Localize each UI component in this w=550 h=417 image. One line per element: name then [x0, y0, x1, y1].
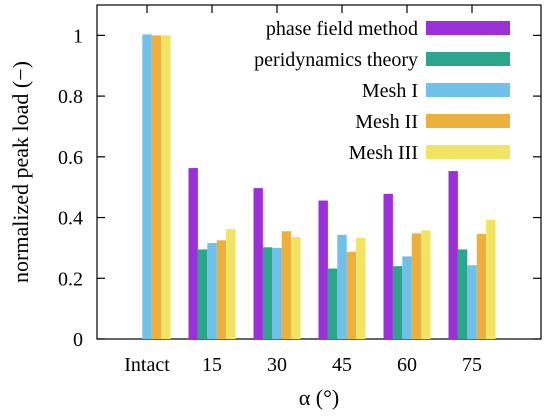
- x-tick-label: 30: [267, 354, 287, 376]
- bar-mesh-ii-30: [281, 231, 292, 339]
- y-axis-label: normalized peak load (−): [8, 61, 33, 283]
- x-tick-label: 60: [397, 354, 417, 376]
- y-tick-label: 0.6: [58, 147, 83, 169]
- bar-peridynamics-theory-75: [457, 249, 468, 339]
- y-tick-label: 0.4: [58, 208, 83, 230]
- legend-label: phase field method: [266, 18, 418, 40]
- bar-mesh-iii-15: [226, 229, 236, 339]
- bar-peridynamics-theory-60: [392, 266, 403, 339]
- x-tick-label: 45: [332, 354, 352, 376]
- bar-phase-field-method-45: [318, 200, 328, 339]
- bar-phase-field-method-30: [253, 188, 263, 339]
- legend-swatch: [426, 145, 510, 159]
- bar-mesh-ii-intact: [151, 35, 162, 339]
- bar-mesh-iii-60: [421, 230, 431, 339]
- legend-swatch: [426, 114, 510, 128]
- bar-peridynamics-theory-30: [262, 247, 273, 339]
- bars: [142, 34, 496, 339]
- bar-peridynamics-theory-45: [327, 268, 338, 339]
- bar-phase-field-method-60: [383, 193, 393, 339]
- legend-label: peridynamics theory: [254, 49, 418, 71]
- bar-mesh-i-75: [467, 265, 477, 339]
- bar-phase-field-method-15: [188, 168, 198, 339]
- bar-mesh-ii-15: [216, 240, 227, 339]
- bar-mesh-iii-45: [356, 237, 366, 339]
- x-tick-label: 75: [462, 354, 482, 376]
- x-axis-ticks: Intact 15 30 45 60 75: [124, 5, 482, 376]
- bar-mesh-i-30: [272, 247, 282, 339]
- y-tick-label: 0.2: [58, 268, 83, 290]
- x-tick-label: Intact: [124, 354, 170, 376]
- legend-swatch: [426, 52, 510, 66]
- legend: phase field method peridynamics theory Mes…: [254, 18, 510, 164]
- bar-mesh-iii-30: [291, 236, 301, 339]
- bar-phase-field-method-75: [448, 171, 458, 339]
- legend-label: Mesh III: [349, 142, 418, 164]
- bar-mesh-iii-intact: [161, 35, 171, 339]
- bar-mesh-i-60: [402, 256, 412, 339]
- bar-mesh-ii-60: [411, 233, 422, 339]
- bar-peridynamics-theory-15: [197, 249, 208, 339]
- x-axis-label: α (°): [299, 385, 339, 410]
- y-axis-ticks: 0 0.2 0.4 0.6 0.8 1: [58, 25, 541, 351]
- bar-mesh-i-15: [207, 243, 217, 339]
- legend-swatch: [426, 83, 510, 97]
- bar-mesh-i-intact: [142, 34, 152, 339]
- y-tick-label: 0: [73, 329, 83, 351]
- legend-swatch: [426, 21, 510, 35]
- bar-mesh-ii-75: [476, 233, 487, 339]
- bar-mesh-iii-75: [486, 219, 496, 339]
- bar-mesh-i-45: [337, 234, 347, 339]
- legend-label: Mesh I: [362, 80, 418, 102]
- x-tick-label: 15: [202, 354, 222, 376]
- y-tick-label: 1: [73, 25, 83, 47]
- legend-label: Mesh II: [355, 111, 418, 133]
- bar-mesh-ii-45: [346, 251, 357, 339]
- y-tick-label: 0.8: [58, 86, 83, 108]
